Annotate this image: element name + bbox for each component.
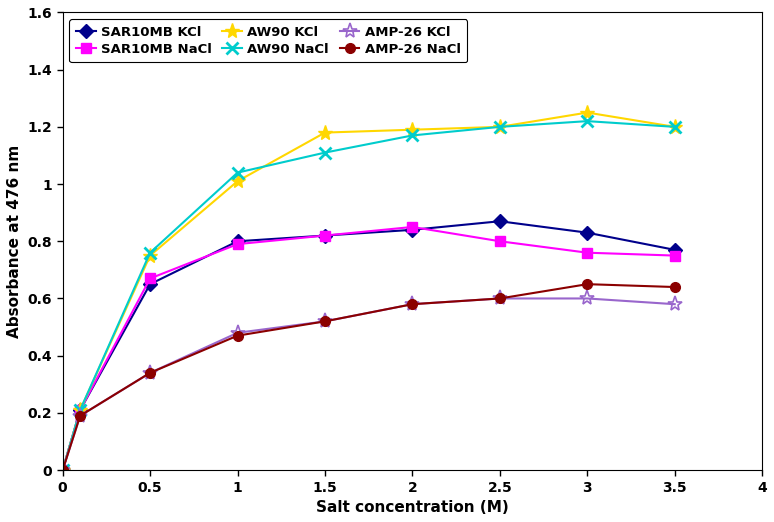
- SAR10MB NaCl: [146, 275, 155, 281]
- SAR10MB KCl: [495, 218, 505, 224]
- X-axis label: Salt concentration (M): Salt concentration (M): [316, 500, 509, 515]
- AW90 NaCl: [583, 118, 592, 124]
- SAR10MB NaCl: [495, 238, 505, 244]
- SAR10MB KCl: [233, 238, 242, 244]
- Line: AW90 NaCl: AW90 NaCl: [57, 115, 681, 477]
- AW90 NaCl: [233, 170, 242, 176]
- AMP-26 KCl: [146, 370, 155, 376]
- AW90 NaCl: [76, 407, 85, 413]
- AW90 KCl: [320, 129, 330, 136]
- AMP-26 KCl: [495, 295, 505, 302]
- AMP-26 KCl: [320, 318, 330, 325]
- AW90 NaCl: [495, 124, 505, 130]
- AW90 NaCl: [408, 132, 417, 138]
- AMP-26 KCl: [233, 330, 242, 336]
- Line: SAR10MB KCl: SAR10MB KCl: [58, 217, 680, 475]
- SAR10MB KCl: [146, 281, 155, 287]
- AW90 NaCl: [320, 149, 330, 156]
- SAR10MB KCl: [583, 230, 592, 236]
- AMP-26 NaCl: [58, 467, 67, 473]
- AMP-26 KCl: [76, 412, 85, 419]
- SAR10MB KCl: [76, 407, 85, 413]
- AMP-26 NaCl: [76, 412, 85, 419]
- SAR10MB KCl: [320, 232, 330, 239]
- Line: SAR10MB NaCl: SAR10MB NaCl: [58, 222, 680, 475]
- SAR10MB NaCl: [76, 407, 85, 413]
- SAR10MB KCl: [408, 227, 417, 233]
- AMP-26 NaCl: [670, 284, 680, 290]
- SAR10MB NaCl: [58, 467, 67, 473]
- Line: AW90 KCl: AW90 KCl: [55, 105, 683, 478]
- AW90 NaCl: [146, 250, 155, 256]
- AW90 NaCl: [58, 467, 67, 473]
- Y-axis label: Absorbance at 476 nm: Absorbance at 476 nm: [7, 145, 22, 338]
- AW90 KCl: [58, 467, 67, 473]
- AMP-26 KCl: [583, 295, 592, 302]
- AMP-26 NaCl: [583, 281, 592, 287]
- AMP-26 NaCl: [146, 370, 155, 376]
- AW90 KCl: [670, 124, 680, 130]
- AMP-26 KCl: [408, 301, 417, 307]
- AW90 KCl: [76, 407, 85, 413]
- SAR10MB NaCl: [233, 241, 242, 247]
- AW90 KCl: [146, 253, 155, 259]
- SAR10MB NaCl: [320, 232, 330, 239]
- SAR10MB NaCl: [583, 250, 592, 256]
- SAR10MB KCl: [670, 247, 680, 253]
- AW90 KCl: [408, 126, 417, 133]
- SAR10MB NaCl: [670, 253, 680, 259]
- SAR10MB KCl: [58, 467, 67, 473]
- AMP-26 NaCl: [495, 295, 505, 302]
- AW90 NaCl: [670, 124, 680, 130]
- AMP-26 KCl: [58, 467, 67, 473]
- SAR10MB NaCl: [408, 224, 417, 230]
- AW90 KCl: [495, 124, 505, 130]
- AW90 KCl: [583, 110, 592, 116]
- AMP-26 NaCl: [408, 301, 417, 307]
- AMP-26 KCl: [670, 301, 680, 307]
- Line: AMP-26 NaCl: AMP-26 NaCl: [58, 279, 680, 475]
- AMP-26 NaCl: [233, 333, 242, 339]
- AMP-26 NaCl: [320, 318, 330, 325]
- AW90 KCl: [233, 178, 242, 184]
- Legend: SAR10MB KCl, SAR10MB NaCl, AW90 KCl, AW90 NaCl, AMP-26 KCl, AMP-26 NaCl: SAR10MB KCl, SAR10MB NaCl, AW90 KCl, AW9…: [69, 19, 467, 62]
- Line: AMP-26 KCl: AMP-26 KCl: [55, 291, 683, 478]
